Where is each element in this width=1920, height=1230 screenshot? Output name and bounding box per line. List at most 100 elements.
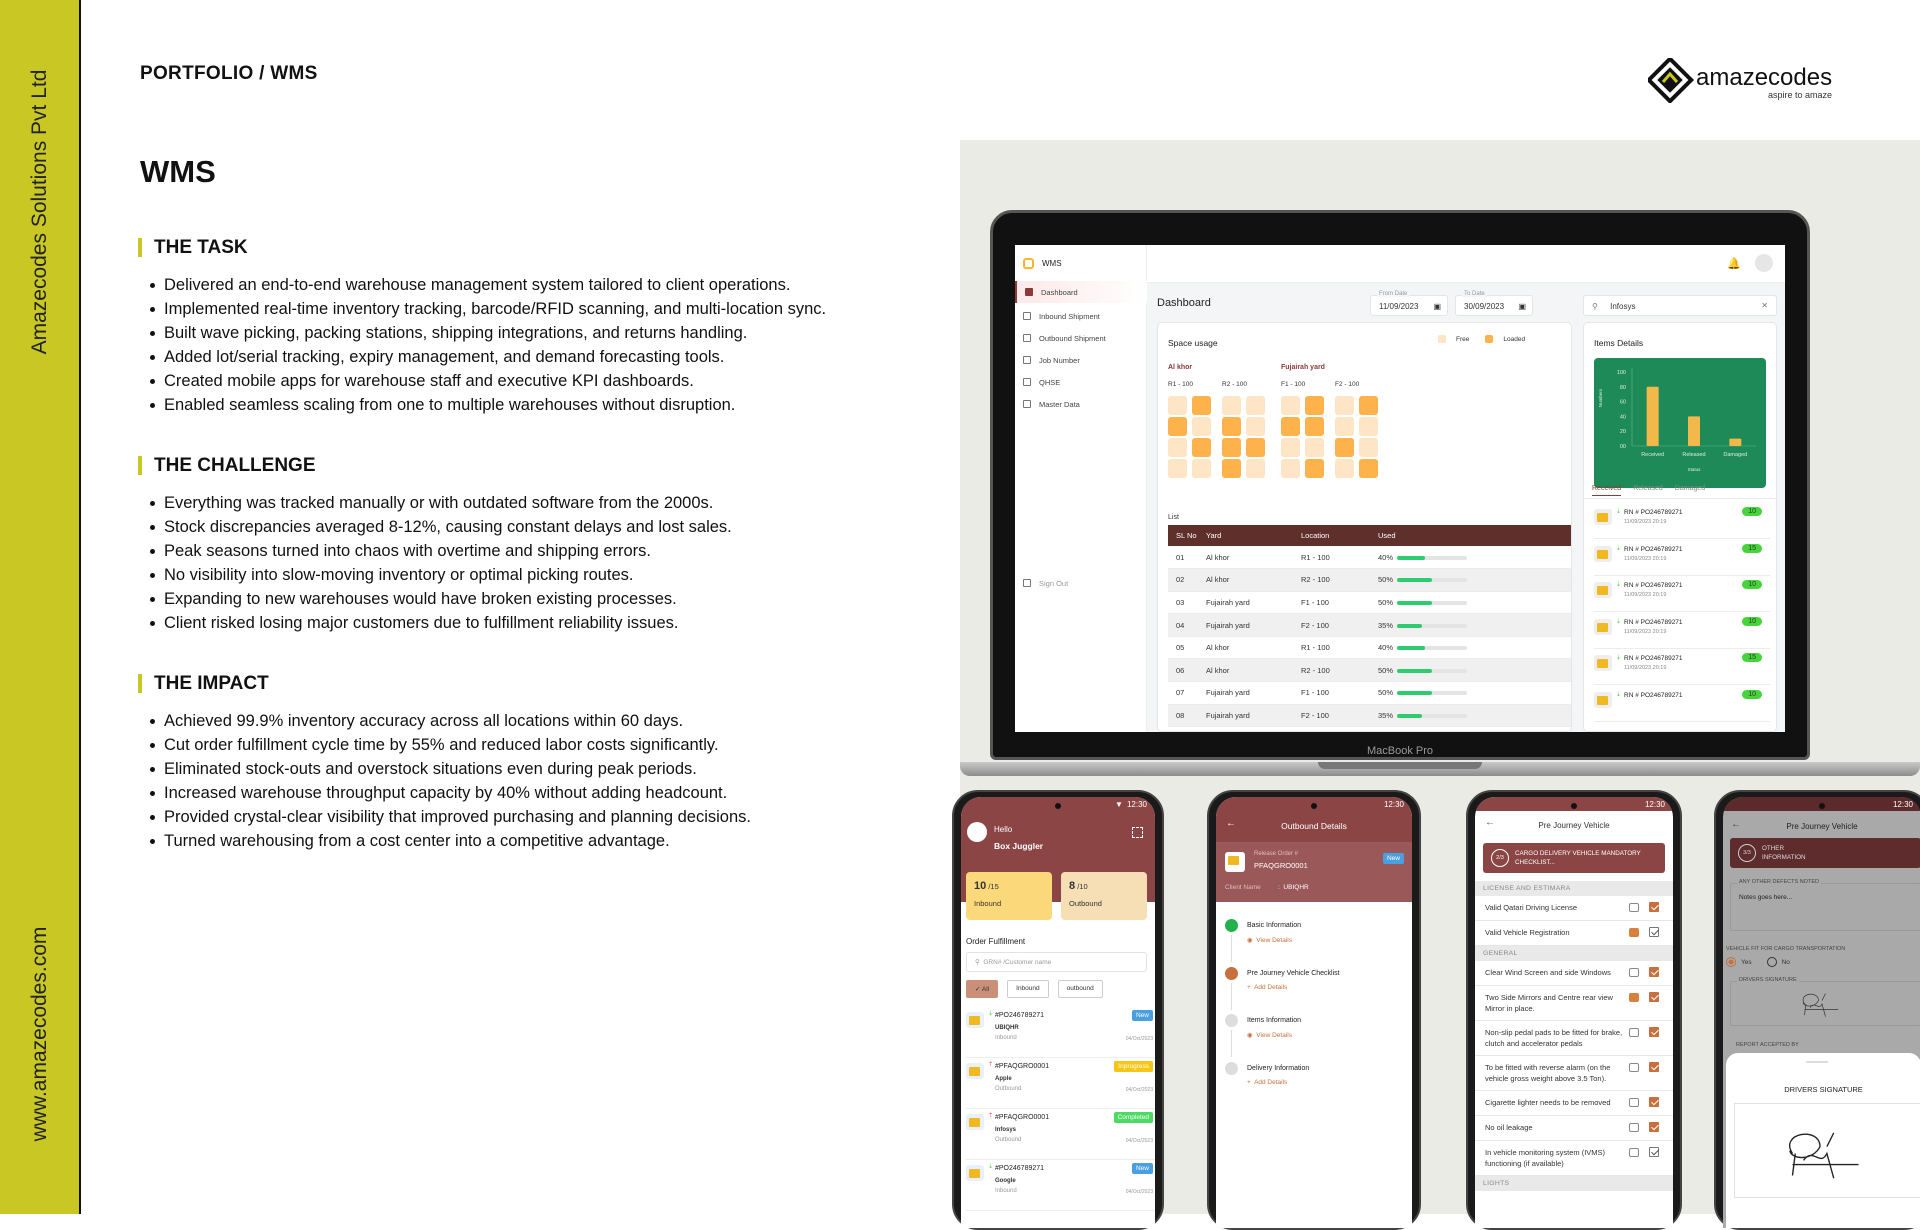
sidebar-item-outbound-shipment[interactable]: Outbound Shipment bbox=[1015, 327, 1147, 349]
comment-icon[interactable] bbox=[1629, 928, 1639, 937]
slot-loaded[interactable] bbox=[1192, 396, 1211, 415]
signature-pad[interactable] bbox=[1734, 1103, 1920, 1198]
slot-free[interactable] bbox=[1281, 396, 1300, 415]
comment-icon[interactable] bbox=[1629, 993, 1639, 1002]
checkbox[interactable] bbox=[1649, 967, 1659, 977]
slot-free[interactable] bbox=[1359, 417, 1378, 436]
slot-loaded[interactable] bbox=[1222, 417, 1241, 436]
comment-icon[interactable] bbox=[1629, 1063, 1639, 1072]
user-avatar-icon[interactable] bbox=[1755, 254, 1773, 272]
list-item[interactable]: ⇣ RN # PO246789271 11/09/2023 20:19 15 bbox=[1594, 649, 1770, 685]
order-item[interactable]: ⇣ #PO246789271 Google Inbound New 04/Oct/2023 bbox=[966, 1163, 1155, 1211]
slot-loaded[interactable] bbox=[1359, 459, 1378, 478]
checkbox[interactable] bbox=[1649, 1027, 1659, 1037]
comment-icon[interactable] bbox=[1629, 903, 1639, 912]
slot-loaded[interactable] bbox=[1335, 438, 1354, 457]
back-arrow-icon[interactable]: ← bbox=[1731, 819, 1741, 830]
slot-loaded[interactable] bbox=[1305, 459, 1324, 478]
back-arrow-icon[interactable]: ← bbox=[1485, 817, 1495, 828]
calendar-icon[interactable]: ▣ bbox=[1433, 302, 1441, 311]
add-details-link[interactable]: + Add Details bbox=[1247, 1078, 1288, 1086]
slot-free[interactable] bbox=[1335, 396, 1354, 415]
view-details-link[interactable]: ◉ View Details bbox=[1247, 1032, 1292, 1039]
list-item[interactable]: ⇣ RN # PO246789271 11/09/2023 20:19 10 bbox=[1594, 503, 1770, 539]
checkbox[interactable] bbox=[1649, 1122, 1659, 1132]
slot-loaded[interactable] bbox=[1246, 438, 1265, 457]
comment-icon[interactable] bbox=[1629, 968, 1639, 977]
list-item[interactable]: ⇣ RN # PO246789271 11/09/2023 20:19 10 bbox=[1594, 576, 1770, 612]
from-date-field[interactable]: From Date 11/09/2023 ▣ bbox=[1370, 291, 1448, 316]
slot-free[interactable] bbox=[1281, 459, 1300, 478]
filter-chip-inbound[interactable]: Inbound bbox=[1007, 980, 1049, 998]
slot-loaded[interactable] bbox=[1168, 417, 1187, 436]
sidebar-item-job-number[interactable]: Job Number bbox=[1015, 349, 1147, 371]
slot-free[interactable] bbox=[1281, 438, 1300, 457]
defects-notes-input[interactable]: ANY OTHER DEFECTS NOTED Notes goes here.… bbox=[1730, 879, 1920, 931]
slot-loaded[interactable] bbox=[1281, 417, 1300, 436]
sidebar-item-qhse[interactable]: QHSE bbox=[1015, 371, 1147, 393]
comment-icon[interactable] bbox=[1629, 1028, 1639, 1037]
to-date-field[interactable]: To Date 30/09/2023 ▣ bbox=[1455, 291, 1533, 316]
radio-yes[interactable] bbox=[1726, 957, 1736, 967]
list-item[interactable]: ⇣ RN # PO246789271 11/09/2023 20:19 10 bbox=[1594, 613, 1770, 649]
checkbox[interactable] bbox=[1649, 1147, 1659, 1157]
sidebar-item-inbound-shipment[interactable]: Inbound Shipment bbox=[1015, 305, 1147, 327]
step-item[interactable]: Delivery Information + Add Details bbox=[1225, 1061, 1412, 1106]
slot-free[interactable] bbox=[1192, 459, 1211, 478]
view-details-link[interactable]: ◉ View Details bbox=[1247, 937, 1292, 944]
order-search-input[interactable]: ⚲ GRN# /Customer name bbox=[966, 952, 1147, 972]
sheet-handle[interactable] bbox=[1806, 1061, 1828, 1063]
checkbox[interactable] bbox=[1649, 902, 1659, 912]
add-details-link[interactable]: + Add Details bbox=[1247, 983, 1288, 991]
step-item[interactable]: Pre Journey Vehicle Checklist + Add Detai… bbox=[1225, 966, 1412, 1011]
slot-free[interactable] bbox=[1168, 396, 1187, 415]
step-item[interactable]: Items Information ◉ View Details bbox=[1225, 1014, 1412, 1058]
checkbox[interactable] bbox=[1649, 927, 1659, 937]
slot-free[interactable] bbox=[1359, 438, 1378, 457]
sidebar-item-master-data[interactable]: Master Data bbox=[1015, 393, 1147, 415]
slot-free[interactable] bbox=[1246, 396, 1265, 415]
slot-free[interactable] bbox=[1246, 459, 1265, 478]
checkbox[interactable] bbox=[1649, 1097, 1659, 1107]
list-item[interactable]: ⇣ RN # PO246789271 10 bbox=[1594, 686, 1770, 722]
search-input[interactable]: ⚲ Infosys ✕ bbox=[1583, 295, 1777, 316]
comment-icon[interactable] bbox=[1629, 1123, 1639, 1132]
tab-received[interactable]: Received bbox=[1592, 485, 1622, 496]
filter-chip-outbound[interactable]: outbound bbox=[1057, 980, 1103, 998]
sidebar-item-dashboard[interactable]: Dashboard bbox=[1015, 281, 1147, 303]
slot-loaded[interactable] bbox=[1359, 396, 1378, 415]
calendar-icon[interactable]: ▣ bbox=[1518, 302, 1526, 311]
comment-icon[interactable] bbox=[1629, 1098, 1639, 1107]
clear-icon[interactable]: ✕ bbox=[1761, 301, 1768, 310]
slot-loaded[interactable] bbox=[1305, 396, 1324, 415]
checkbox[interactable] bbox=[1649, 1062, 1659, 1072]
comment-icon[interactable] bbox=[1629, 1148, 1639, 1157]
slot-loaded[interactable] bbox=[1192, 438, 1211, 457]
inbound-summary-card[interactable]: 10 /15 Inbound bbox=[966, 872, 1052, 920]
slot-free[interactable] bbox=[1246, 417, 1265, 436]
order-item[interactable]: ⇣ #PO246789271 UBIQHR Inbound New 04/Oct/2023 bbox=[966, 1010, 1155, 1058]
slot-free[interactable] bbox=[1192, 417, 1211, 436]
slot-free[interactable] bbox=[1222, 396, 1241, 415]
scan-icon[interactable] bbox=[1132, 827, 1143, 838]
slot-loaded[interactable] bbox=[1222, 438, 1241, 457]
slot-free[interactable] bbox=[1168, 459, 1187, 478]
slot-loaded[interactable] bbox=[1222, 459, 1241, 478]
checkbox[interactable] bbox=[1649, 992, 1659, 1002]
slot-loaded[interactable] bbox=[1305, 417, 1324, 436]
list-item[interactable]: ⇣ RN # PO246789271 11/09/2023 20:19 15 bbox=[1594, 540, 1770, 576]
order-item[interactable]: ⇡ #PFAQGRO0001 Apple Outbound Inprogress 04/O… bbox=[966, 1061, 1155, 1109]
outbound-summary-card[interactable]: 8 /10 Outbound bbox=[1061, 872, 1147, 920]
signature-field[interactable]: DRIVERS SIGNATURE bbox=[1730, 977, 1920, 1026]
tab-released[interactable]: Released bbox=[1633, 485, 1663, 492]
avatar[interactable] bbox=[967, 822, 987, 842]
sign-out-button[interactable]: Sign Out bbox=[1015, 572, 1147, 594]
tab-damaged[interactable]: Damaged bbox=[1674, 485, 1706, 492]
step-item[interactable]: Basic Information ◉ View Details bbox=[1225, 919, 1412, 963]
slot-free[interactable] bbox=[1168, 438, 1187, 457]
slot-free[interactable] bbox=[1335, 417, 1354, 436]
order-item[interactable]: ⇡ #PFAQGRO0001 Infosys Outbound Completed 04/… bbox=[966, 1112, 1155, 1160]
filter-chip-all[interactable]: ✓ All bbox=[966, 980, 999, 998]
slot-free[interactable] bbox=[1335, 459, 1354, 478]
slot-free[interactable] bbox=[1305, 438, 1324, 457]
